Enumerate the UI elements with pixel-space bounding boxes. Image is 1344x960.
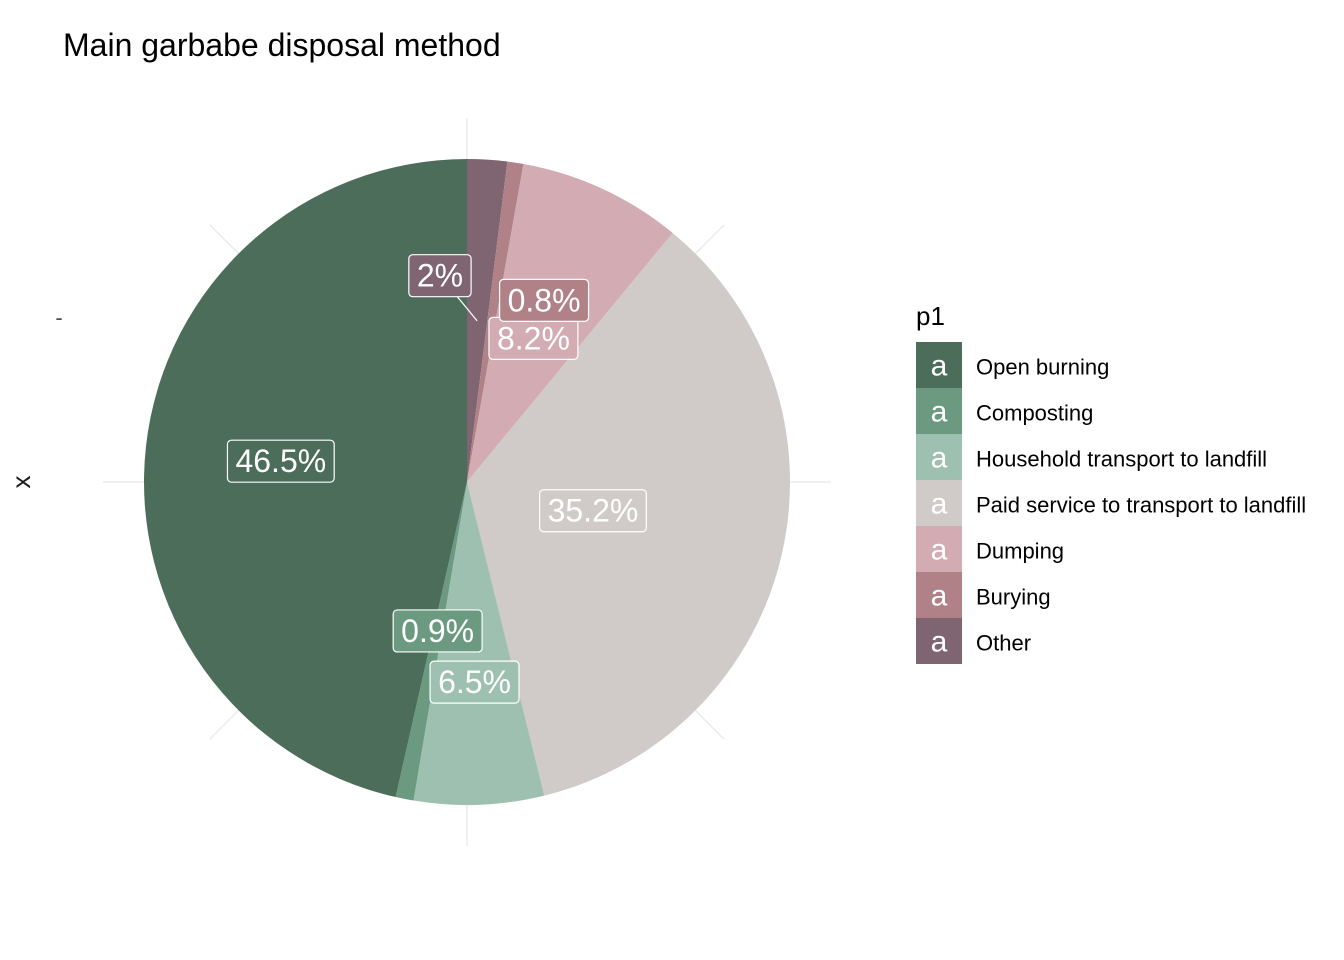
slice-label: 46.5% xyxy=(226,439,335,483)
legend-key xyxy=(916,480,962,526)
legend-item: a Paid service to transport to landfill xyxy=(916,480,1306,526)
slice-label-text: 0.9% xyxy=(401,613,474,649)
legend-item: a Open burning xyxy=(916,342,1109,388)
x-axis-label: x xyxy=(6,476,36,489)
chart-title: Main garbabe disposal method xyxy=(63,27,501,63)
slice-label-box xyxy=(538,489,647,533)
legend-key xyxy=(916,618,962,664)
legend-label: Open burning xyxy=(976,355,1109,380)
legend-key-glyph: a xyxy=(931,488,948,521)
legend-key xyxy=(916,526,962,572)
legend-key xyxy=(916,342,962,388)
legend-item: a Dumping xyxy=(916,526,1064,572)
legend-label: Burying xyxy=(976,585,1051,610)
legend-item: a Composting xyxy=(916,388,1093,434)
slice-label-text: 2% xyxy=(417,258,463,294)
legend-label: Household transport to landfill xyxy=(976,447,1267,472)
slice-label-text: 6.5% xyxy=(438,664,511,700)
slice-label: 8.2% xyxy=(488,316,579,360)
legend-items: a Open burning a Composting a Household trans… xyxy=(916,342,1306,664)
slice-label: 0.9% xyxy=(392,609,483,653)
legend-key-glyph: a xyxy=(931,534,948,567)
legend: p1 a Open burning a Composting a Household tr… xyxy=(916,301,1306,664)
slice-label-text: 0.8% xyxy=(508,282,581,318)
y-tick-label: - xyxy=(55,305,62,330)
slice-label-box xyxy=(392,609,483,653)
slice-label: 2% xyxy=(408,254,472,298)
legend-title: p1 xyxy=(916,301,945,331)
legend-item: a Burying xyxy=(916,572,1051,618)
legend-key xyxy=(916,388,962,434)
legend-key-glyph: a xyxy=(931,580,948,613)
slice-label-text: 46.5% xyxy=(235,443,326,479)
slice-label: 6.5% xyxy=(429,660,520,704)
slice-labels: 46.5% 0.9% 6.5% 35.2% 8.2%0.8% 2% xyxy=(226,254,647,704)
legend-key xyxy=(916,434,962,480)
slice-label-box xyxy=(499,278,590,322)
slice-label-box xyxy=(408,254,472,298)
legend-key-glyph: a xyxy=(931,626,948,659)
legend-item: a Other xyxy=(916,618,1031,664)
legend-label: Paid service to transport to landfill xyxy=(976,493,1306,518)
legend-key-glyph: a xyxy=(931,350,948,383)
slice-label: 35.2% xyxy=(538,489,647,533)
legend-key-glyph: a xyxy=(931,396,948,429)
slice-label-box xyxy=(429,660,520,704)
pie-slice-other xyxy=(467,159,508,482)
legend-label: Composting xyxy=(976,401,1093,426)
slice-label: 0.8% xyxy=(499,278,590,322)
slice-label-text: 35.2% xyxy=(548,493,639,529)
legend-label: Other xyxy=(976,631,1031,656)
legend-key-glyph: a xyxy=(931,442,948,475)
slice-label-box xyxy=(226,439,335,483)
slice-label-text: 8.2% xyxy=(497,320,570,356)
legend-label: Dumping xyxy=(976,539,1064,564)
legend-item: a Household transport to landfill xyxy=(916,434,1267,480)
legend-key xyxy=(916,572,962,618)
